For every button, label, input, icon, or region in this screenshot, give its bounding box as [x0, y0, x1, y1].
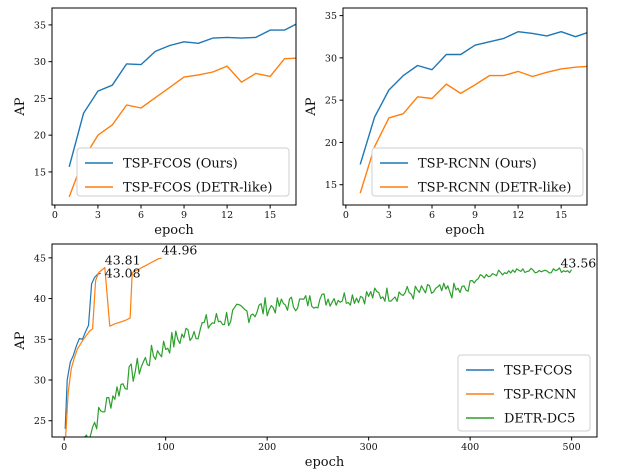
series-line-tsp-rcnn-ours — [359, 31, 587, 165]
series-line-tsp-fcos-detr-like — [68, 57, 296, 198]
x-tick-label: 3 — [95, 210, 101, 221]
y-axis-label: AP — [304, 97, 319, 116]
x-tick-label: 3 — [386, 210, 392, 221]
x-tick-label: 9 — [181, 210, 187, 221]
series-line-tsp-fcos-ours — [68, 23, 296, 167]
y-tick-label: 30 — [325, 53, 337, 64]
plot-area — [359, 31, 587, 194]
y-tick-label: 40 — [34, 294, 46, 305]
legend-label: DETR-DC5 — [504, 412, 575, 427]
x-tick-label: 12 — [512, 210, 524, 221]
series-line-tsp-fcos — [64, 272, 101, 429]
x-tick-label: 400 — [461, 442, 479, 453]
x-tick-label: 0 — [52, 210, 58, 221]
axes-frame — [342, 7, 588, 206]
legend-label: TSP-FCOS — [504, 364, 573, 379]
annotation-label: 43.56 — [560, 256, 596, 271]
legend-label: TSP-RCNN (Ours) — [418, 157, 537, 172]
y-tick-label: 35 — [34, 335, 46, 346]
y-tick-label: 35 — [34, 20, 46, 31]
x-tick-label: 0 — [61, 442, 67, 453]
legend-label: TSP-RCNN — [504, 388, 577, 403]
y-tick-label: 25 — [325, 96, 337, 107]
x-tick-label: 0 — [343, 210, 349, 221]
x-axis-label: epoch — [154, 223, 194, 238]
y-tick-label: 15 — [34, 167, 46, 178]
series-line-detr-dc5 — [84, 267, 573, 437]
annotation-label: 43.08 — [105, 265, 141, 280]
chart-long-training: 0 100 200 300 400 5002530354045epochAP43.8143… — [13, 243, 598, 470]
x-tick-label: 6 — [138, 210, 144, 221]
annotation-label: 43.81 — [105, 252, 141, 267]
x-tick-label: 15 — [264, 210, 276, 221]
y-axis-label: AP — [13, 97, 28, 116]
plot-area — [64, 257, 573, 437]
y-tick-label: 30 — [34, 375, 46, 386]
y-tick-label: 25 — [34, 416, 46, 427]
y-axis-label: AP — [13, 331, 28, 350]
legend: TSP-FCOS TSP-RCNN DETR-DC5 — [457, 354, 591, 432]
x-tick-label: 6 — [429, 210, 435, 221]
series-line-tsp-rcnn-detr-like — [359, 65, 587, 194]
annotation-label: 44.96 — [162, 243, 198, 258]
x-axis-label: epoch — [305, 455, 345, 470]
legend: TSP-FCOS (Ours) TSP-FCOS (DETR-like) — [76, 147, 290, 197]
x-tick-label: 100 — [157, 442, 175, 453]
legend-label: TSP-RCNN (DETR-like) — [418, 181, 571, 196]
x-tick-label: 300 — [360, 442, 378, 453]
axes-frame — [51, 243, 598, 438]
y-tick-label: 15 — [325, 180, 337, 191]
legend-box — [76, 147, 290, 197]
chart-tsp-fcos: 0 3 6 9 12 15 15 20 25 30 35 epoch AP TSP-FCOS (Ours)… — [13, 7, 297, 238]
y-tick-label: 20 — [34, 131, 46, 142]
y-tick-label: 35 — [325, 11, 337, 22]
chart-tsp-rcnn: 0 3 6 9 12 15 15 20 25 30 35 epoch AP TSP-RCNN (Ours)… — [304, 7, 588, 238]
legend-box — [457, 354, 591, 432]
legend-box — [371, 147, 584, 197]
x-tick-label: 500 — [563, 442, 581, 453]
legend: TSP-RCNN (Ours) TSP-RCNN (DETR-like) — [371, 147, 584, 197]
x-tick-label: 200 — [258, 442, 276, 453]
axes-frame — [51, 7, 297, 206]
y-tick-label: 20 — [325, 138, 337, 149]
x-tick-label: 9 — [472, 210, 478, 221]
x-tick-label: 15 — [555, 210, 567, 221]
y-tick-label: 45 — [34, 253, 46, 264]
y-tick-label: 25 — [34, 94, 46, 105]
x-axis-label: epoch — [445, 223, 485, 238]
legend-label: TSP-FCOS (DETR-like) — [123, 181, 272, 196]
legend-label: TSP-FCOS (Ours) — [123, 157, 238, 172]
x-tick-label: 12 — [221, 210, 233, 221]
plot-area — [68, 23, 296, 198]
series-line-tsp-rcnn — [65, 257, 162, 437]
y-tick-label: 30 — [34, 57, 46, 68]
